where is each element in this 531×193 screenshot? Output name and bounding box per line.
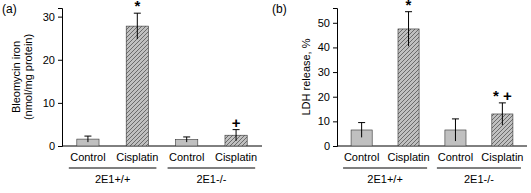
- error-bar: [452, 119, 459, 141]
- x-tick-label: Cisplatin: [215, 151, 257, 163]
- panel-label: (a): [2, 2, 17, 16]
- x-tick-label: Control: [169, 151, 204, 163]
- x-tick-label: Cisplatin: [481, 151, 523, 163]
- error-bar: [499, 103, 506, 125]
- y-tick-mark: [333, 97, 337, 98]
- x-tick-label: Control: [438, 151, 473, 163]
- y-tick-mark: [58, 103, 62, 104]
- x-tick-label: Cisplatin: [116, 151, 158, 163]
- x-tick: Control: [70, 146, 105, 163]
- annotation: *: [406, 0, 412, 13]
- annotation: +: [232, 114, 241, 131]
- y-tick-label: 20: [43, 54, 55, 66]
- x-tick: Control: [344, 146, 379, 163]
- x-tick: Control: [438, 146, 473, 163]
- x-tick-label: Control: [344, 151, 379, 163]
- group-label: 2E1+/+: [95, 173, 130, 185]
- x-tick: Cisplatin: [215, 146, 257, 163]
- error-bar: [84, 136, 91, 142]
- error-bar: [134, 13, 141, 39]
- y-tick-mark: [333, 146, 337, 147]
- y-tick-label: 0: [49, 140, 55, 152]
- group-label: 2E1-/-: [464, 173, 494, 185]
- y-tick: 40: [318, 41, 337, 53]
- group-line: [168, 168, 256, 169]
- plot-area: [77, 13, 247, 146]
- group-label: 2E1-/-: [196, 173, 226, 185]
- x-tick: Cisplatin: [387, 146, 429, 163]
- bar: [126, 26, 148, 146]
- y-tick-mark: [58, 146, 62, 147]
- y-tick-label: 10: [43, 97, 55, 109]
- x-tick: Cisplatin: [481, 146, 523, 163]
- y-tick-mark: [333, 121, 337, 122]
- x-tick-label: Control: [70, 151, 105, 163]
- y-tick: 20: [318, 91, 337, 103]
- y-tick: 10: [43, 97, 62, 109]
- y-tick: 10: [318, 115, 337, 127]
- y-tick-mark: [58, 17, 62, 18]
- x-tick: Control: [169, 146, 204, 163]
- y-tick-mark: [333, 47, 337, 48]
- y-axis: 0 10 20 30 40 50: [318, 9, 338, 153]
- panel: (a) Bleomycin iron(nmol/mg protein) 0 10 20 3…: [2, 0, 262, 185]
- y-tick: 20: [43, 54, 62, 66]
- panel-label: (b): [272, 2, 287, 16]
- x-tick: Cisplatin: [116, 146, 158, 163]
- group-line: [69, 168, 157, 169]
- y-axis-title: LDH release, %: [300, 38, 312, 115]
- y-tick: 30: [43, 11, 62, 23]
- y-tick-label: 10: [318, 115, 330, 127]
- y-tick-mark: [333, 72, 337, 73]
- y-tick: 30: [318, 66, 337, 78]
- y-tick-label: 20: [318, 91, 330, 103]
- y-tick-label: 30: [43, 11, 55, 23]
- y-axis: 0 10 20 30: [43, 9, 63, 153]
- plot-area: [351, 12, 513, 146]
- error-bar: [183, 137, 190, 142]
- y-tick-mark: [333, 23, 337, 24]
- y-tick: 50: [318, 17, 337, 29]
- y-axis-line: [58, 9, 63, 147]
- panel: (b) LDH release, % 0 10 20 30 40 50 Control Cispl…: [272, 0, 527, 185]
- y-axis-line: [333, 9, 338, 147]
- y-axis-title: Bleomycin iron: [10, 41, 22, 113]
- y-tick-label: 50: [318, 17, 330, 29]
- y-axis-title: (nmol/mg protein): [22, 34, 34, 120]
- x-tick-label: Cisplatin: [387, 151, 429, 163]
- error-bar: [405, 12, 412, 47]
- y-tick: 0: [49, 140, 62, 152]
- group-line: [343, 168, 427, 169]
- y-tick: 0: [324, 140, 337, 152]
- y-tick-mark: [58, 60, 62, 61]
- x-axis: Control Cisplatin Control Cisplatin: [62, 146, 262, 163]
- y-tick-label: 30: [318, 66, 330, 78]
- group-line: [437, 168, 521, 169]
- x-axis: Control Cisplatin Control Cisplatin: [337, 146, 527, 163]
- error-bar: [358, 123, 365, 138]
- figure: (a) Bleomycin iron(nmol/mg protein) 0 10 20 3…: [0, 0, 531, 193]
- bar: [398, 29, 419, 146]
- y-tick-label: 0: [324, 140, 330, 152]
- annotation: *: [134, 0, 140, 14]
- group-label: 2E1+/+: [367, 173, 402, 185]
- y-tick-label: 40: [318, 41, 330, 53]
- annotation: * +: [493, 87, 512, 104]
- error-bar: [233, 130, 240, 141]
